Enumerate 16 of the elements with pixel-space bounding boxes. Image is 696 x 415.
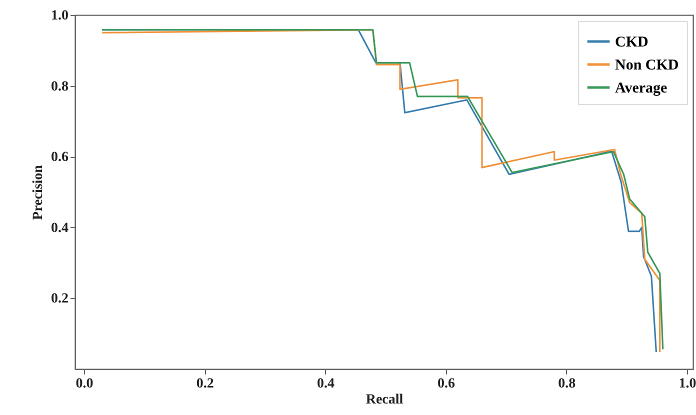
y-tick-label: 0.8 — [51, 79, 68, 94]
x-tick-label: 0.6 — [438, 376, 456, 392]
x-tick-label: 1.0 — [678, 376, 696, 392]
legend-label: Average — [615, 80, 668, 96]
y-tick-label: 0.6 — [51, 150, 68, 166]
x-tick-label: 0.0 — [76, 376, 94, 392]
legend-label: Non CKD — [615, 58, 679, 74]
y-axis-title: Precision — [31, 164, 46, 220]
x-tick-label: 0.4 — [316, 376, 334, 392]
x-tick-label: 0.8 — [558, 376, 576, 392]
x-tick-label: 0.2 — [196, 376, 214, 392]
y-tick-label: 0.4 — [51, 220, 68, 236]
y-tick-label: 1.0 — [51, 8, 68, 24]
legend-label: CKD — [615, 34, 648, 50]
y-tick-label: 0.2 — [51, 292, 68, 307]
x-axis-title: Recall — [366, 392, 404, 408]
